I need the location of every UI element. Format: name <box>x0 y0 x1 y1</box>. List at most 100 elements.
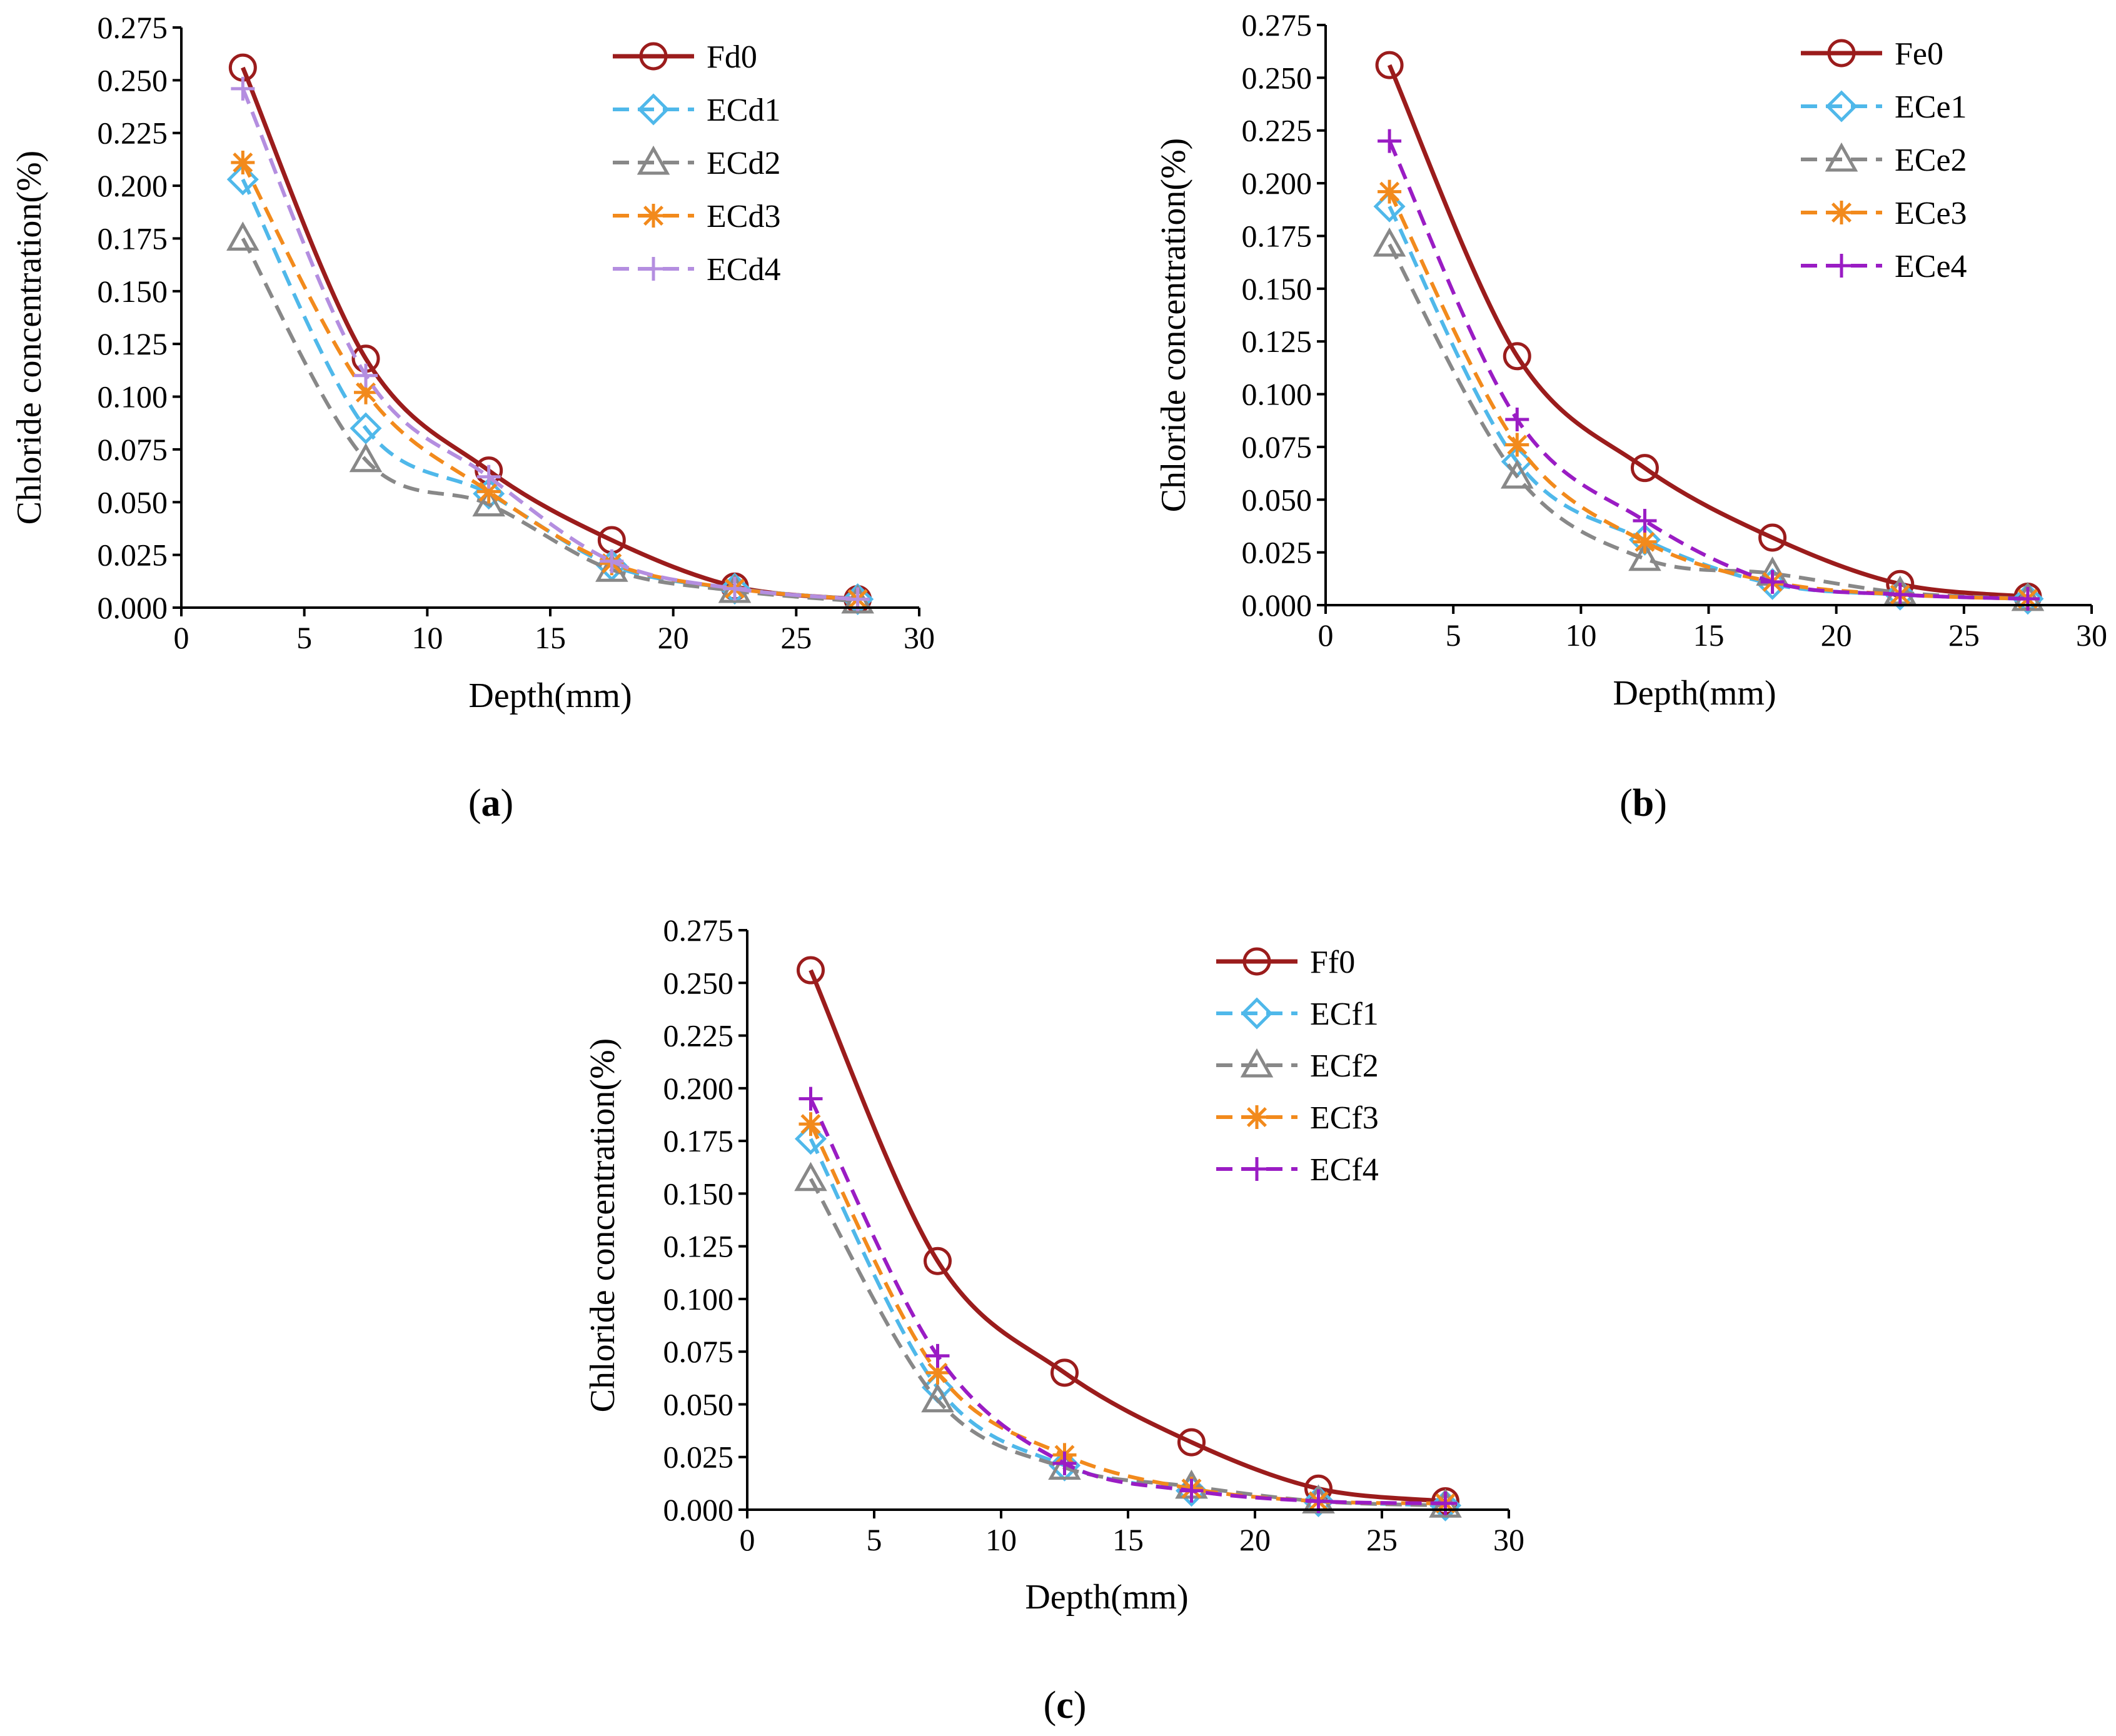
panel-c-legend-label-ECf2: ECf2 <box>1310 1048 1379 1084</box>
panel-c-point-ECf3 <box>799 1112 823 1136</box>
panel-a-y-tick-label: 0.125 <box>98 326 168 361</box>
panel-b-point-ECe4 <box>2015 586 2040 611</box>
panel-a-legend-label-ECd3: ECd3 <box>707 199 780 234</box>
panel-b-point-Fe0 <box>1375 51 1404 79</box>
panel-a-point-ECd4 <box>231 76 255 101</box>
panel-b-legend-item-ECe1: ECe1 <box>1801 89 1967 125</box>
panel-c-point-ECf3 <box>925 1360 950 1385</box>
panel-b-x-tick-label: 10 <box>1565 618 1596 653</box>
panel-a-point-ECd2 <box>226 221 259 251</box>
panel-a-point-ECd4 <box>723 576 747 601</box>
panel-c-point-ECf4 <box>925 1343 950 1368</box>
panel-b-point-ECe3 <box>1633 529 1657 554</box>
panel-b-series <box>1373 51 2045 615</box>
panel-c-x-tick-label: 5 <box>867 1522 882 1557</box>
panel-a-legend-label-Fd0: Fd0 <box>707 39 757 75</box>
panel-c-x-tick-label: 10 <box>985 1522 1017 1557</box>
panel-b-point-ECe4 <box>1378 129 1402 153</box>
panel-b-label: (b) <box>1620 782 1667 825</box>
panel-a-point-ECd4 <box>354 363 378 388</box>
panel-b-point-ECe3 <box>1505 433 1529 457</box>
panel-b-point-ECe4 <box>1760 569 1785 594</box>
panel-c-y-tick-label: 0.075 <box>663 1334 734 1369</box>
panel-a-legend-item-ECd1: ECd1 <box>613 93 780 128</box>
panel-c-x-tick-label: 0 <box>740 1522 755 1557</box>
panel-b-point-ECe2 <box>1500 459 1534 489</box>
panel-a-legend: Fd0 ECd1 ECd2 ECd3 ECd4 <box>613 39 780 288</box>
panel-b-legend-item-ECe4: ECe4 <box>1801 249 1967 284</box>
panel-c-x-tick-label: 15 <box>1112 1522 1144 1557</box>
panel-a-legend-marker-ECd4 <box>642 257 665 281</box>
panel-a-series-ECd4 <box>231 76 870 611</box>
panel-b-series-ECe4 <box>1378 129 2040 611</box>
panel-c-y-tick-label: 0.125 <box>663 1229 734 1264</box>
panel-b-legend-marker-ECe4 <box>1830 254 1853 278</box>
panel-c-point-ECf1 <box>1302 1485 1335 1518</box>
panel-c-legend-item-ECf2: ECf2 <box>1216 1048 1379 1084</box>
panel-c-legend-item-ECf1: ECf1 <box>1216 996 1379 1032</box>
panel-a-x-tick-label: 25 <box>780 620 812 655</box>
panel-c-point-Ff0 <box>797 956 825 985</box>
panel-c-legend-label-ECf4: ECf4 <box>1310 1152 1379 1188</box>
panel-a-legend-label-ECd2: ECd2 <box>707 146 780 181</box>
panel-a-legend-label-ECd1: ECd1 <box>707 93 780 128</box>
panel-c-y-tick-label: 0.150 <box>663 1176 734 1211</box>
panel-b-y-tick-label: 0.000 <box>1242 588 1312 623</box>
panel-a-legend-label-ECd4: ECd4 <box>707 252 780 288</box>
panel-b-legend-label-Fe0: Fe0 <box>1895 36 1943 72</box>
panel-b-y-tick-label: 0.050 <box>1242 482 1312 517</box>
panel-c-y-tick-label: 0.250 <box>663 965 734 1000</box>
panel-c-point-ECf4 <box>1179 1478 1204 1503</box>
panel-c-y-tick-label: 0.100 <box>663 1282 734 1317</box>
panel-c-point-ECf1 <box>794 1123 827 1155</box>
panel-b-point-ECe4 <box>1888 583 1912 607</box>
panel-c-y-tick-label: 0.000 <box>663 1492 734 1527</box>
panel-c-point-ECf4 <box>799 1086 823 1111</box>
panel-a-y-tick-label: 0.100 <box>98 379 168 414</box>
panel-c-line-ECf1 <box>809 1138 1446 1508</box>
panel-b-x-tick-label: 15 <box>1693 618 1725 653</box>
panel-b-point-ECe2 <box>1628 541 1661 571</box>
panel-b-legend-marker-ECe1 <box>1825 90 1858 123</box>
panel-b-x-tick-label: 5 <box>1446 618 1461 653</box>
panel-a-point-ECd1 <box>350 412 382 444</box>
panel-c-line-ECf3 <box>809 1123 1446 1505</box>
panel-c-legend-item-ECf4: ECf4 <box>1216 1152 1379 1188</box>
panel-a-point-ECd2 <box>349 443 383 473</box>
panel-a-legend-item-Fd0: Fd0 <box>613 39 757 75</box>
panel-c-y-tick-label: 0.025 <box>663 1440 734 1475</box>
panel-b-legend-label-ECe2: ECe2 <box>1895 143 1967 178</box>
panel-a-x-tick-label: 15 <box>535 620 566 655</box>
panel-b-y-tick-label: 0.200 <box>1242 166 1312 201</box>
panel-a-legend-item-ECd4: ECd4 <box>613 252 780 288</box>
panel-b-y-axis-title: Chloride concentration(%) <box>1154 138 1193 513</box>
panel-c-point-ECf2 <box>921 1383 954 1413</box>
panel-c-legend-marker-ECf2 <box>1240 1048 1274 1078</box>
panel-c-y-tick-label: 0.200 <box>663 1071 734 1106</box>
panel-c-legend-marker-ECf1 <box>1241 997 1273 1030</box>
panel-b-x-tick-label: 20 <box>1821 618 1852 653</box>
panel-c-legend-marker-ECf4 <box>1245 1157 1269 1181</box>
panel-c-line-ECf2 <box>809 1178 1446 1508</box>
panel-b-x-tick-label: 30 <box>2076 618 2107 653</box>
panel-c-x-tick-label: 25 <box>1366 1522 1398 1557</box>
panel-b-y-tick-label: 0.225 <box>1242 113 1312 148</box>
panel-a-series <box>226 53 874 616</box>
panel-a-x-tick-label: 20 <box>658 620 689 655</box>
panel-b-y-tick-label: 0.175 <box>1242 218 1312 253</box>
panel-a-point-ECd1 <box>473 478 505 510</box>
panel-c-y-axis-title: Chloride concentration(%) <box>583 1038 622 1413</box>
panel-b-point-ECe3 <box>1378 179 1402 204</box>
panel-c-x-tick-label: 30 <box>1493 1522 1524 1557</box>
panel-a-legend-marker-Fd0 <box>639 42 668 71</box>
panel-a-y-axis-title: Chloride concentration(%) <box>10 151 49 525</box>
panel-b-series-ECe2 <box>1373 227 2045 611</box>
panel-a-line-ECd4 <box>241 88 858 601</box>
panel-b-y-tick-label: 0.100 <box>1242 377 1312 412</box>
panel-c-legend-item-ECf3: ECf3 <box>1216 1100 1379 1136</box>
panel-a-x-tick-label: 5 <box>296 620 312 655</box>
panel-c-legend-label-ECf1: ECf1 <box>1310 996 1379 1032</box>
panel-c-point-ECf4 <box>1052 1451 1077 1475</box>
panel-b-y-tick-label: 0.125 <box>1242 324 1312 359</box>
